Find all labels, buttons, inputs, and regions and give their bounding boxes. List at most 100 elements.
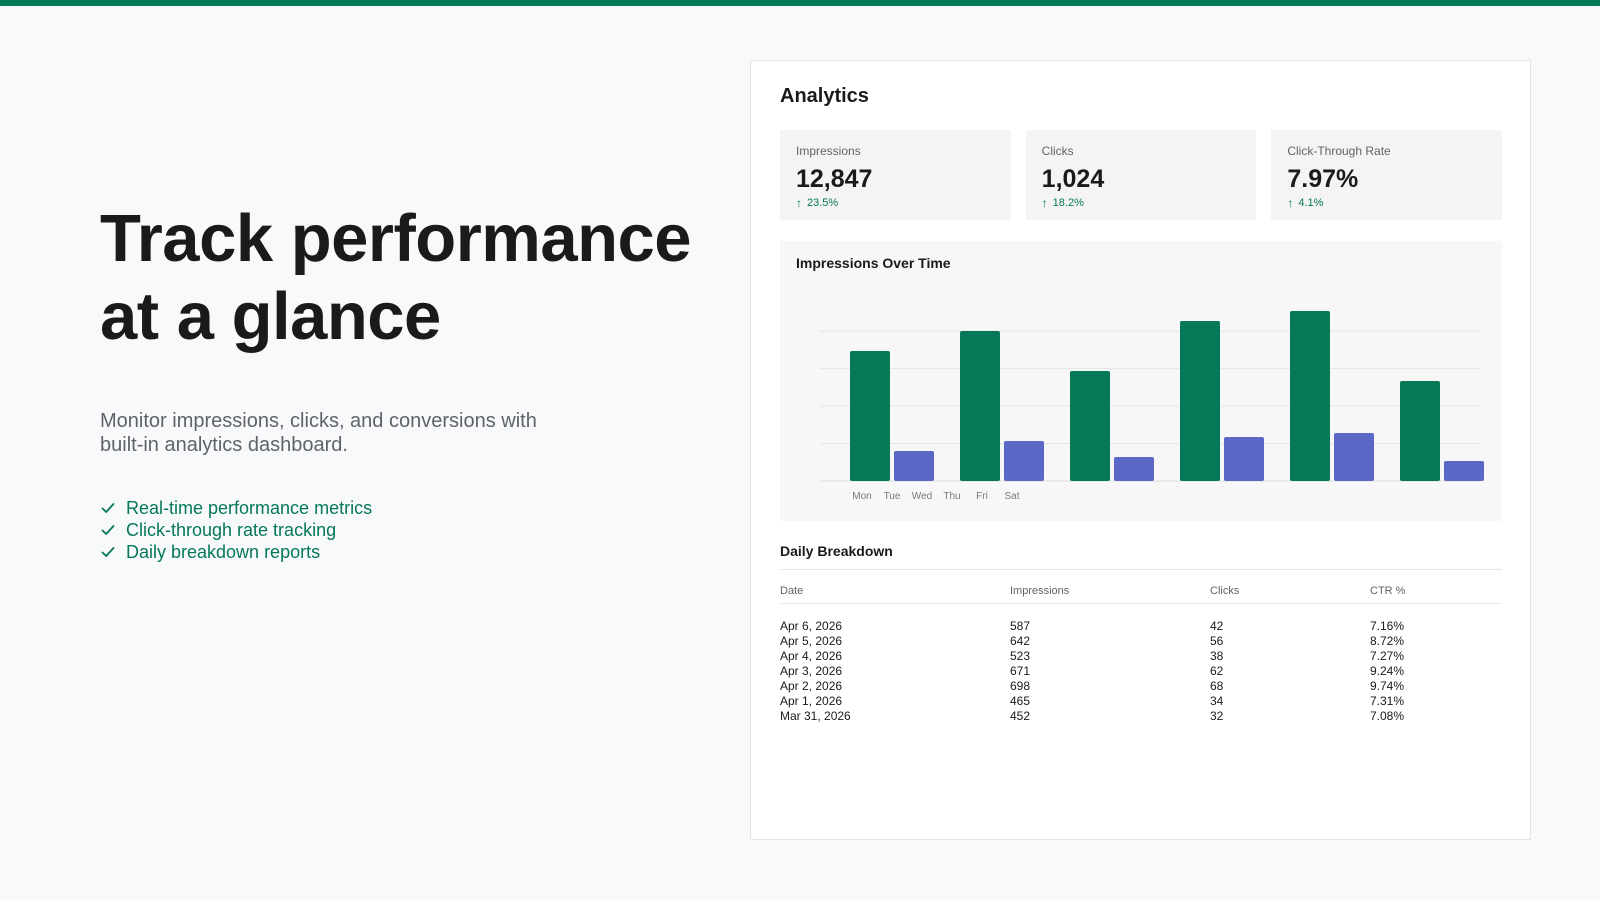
table-row: Apr 6, 2026 587 42 7.16% — [780, 618, 1502, 633]
chart-tick-label: Tue — [884, 491, 901, 502]
chart-tick-label: Fri — [976, 491, 988, 502]
impressions-chart: Mon Tue Wed Thu Fri Sat — [820, 311, 1484, 502]
chart-bar — [1004, 441, 1044, 481]
cell-impressions: 465 — [1010, 693, 1031, 708]
column-header-clicks: Clicks — [1210, 585, 1240, 597]
chart-bar — [960, 331, 1000, 481]
chart-tick-label: Mon — [852, 491, 871, 502]
arrow-up-icon: ↑ — [1041, 196, 1048, 210]
chart-bar — [1114, 457, 1154, 481]
feature-item: Daily breakdown reports — [100, 541, 720, 563]
cell-date: Mar 31, 2026 — [780, 708, 851, 723]
column-header-impressions: Impressions — [1010, 585, 1070, 597]
stat-card-clicks: Clicks 1,024 ↑ 18.2% — [1025, 130, 1257, 220]
cell-impressions: 671 — [1010, 663, 1031, 678]
stat-change-value: 18.2% — [1052, 197, 1084, 209]
stat-value: 7.97% — [1287, 165, 1359, 193]
top-accent-bar — [0, 0, 1600, 6]
cell-impressions: 587 — [1010, 618, 1031, 633]
cell-ctr: 7.08% — [1370, 708, 1405, 723]
table-row: Apr 5, 2026 642 56 8.72% — [780, 633, 1502, 648]
check-icon — [101, 503, 115, 513]
table-row: Apr 4, 2026 523 38 7.27% — [780, 648, 1502, 663]
stat-value: 1,024 — [1041, 165, 1105, 193]
column-header-date: Date — [780, 585, 804, 597]
check-icon — [101, 525, 115, 535]
chart-bar — [1224, 437, 1264, 481]
cell-date: Apr 3, 2026 — [780, 663, 843, 678]
column-header-ctr: CTR % — [1370, 585, 1406, 597]
breakdown-title: Daily Breakdown — [780, 543, 893, 559]
hero-section: Track performance at a glance Monitor im… — [100, 200, 720, 563]
chart-tick-label: Thu — [943, 491, 960, 502]
table-row: Apr 3, 2026 671 62 9.24% — [780, 663, 1502, 678]
table-body: Apr 6, 2026 587 42 7.16% Apr 5, 2026 642… — [780, 618, 1502, 723]
hero-title-line-2: at a glance — [100, 279, 441, 354]
feature-item: Click-through rate tracking — [100, 519, 720, 541]
cell-date: Apr 1, 2026 — [780, 693, 843, 708]
table-row: Apr 2, 2026 698 68 9.74% — [780, 678, 1502, 693]
hero-subtitle: Monitor impressions, clicks, and convers… — [100, 410, 537, 456]
stat-change-value: 23.5% — [807, 197, 839, 209]
stat-change: ↑ 4.1% — [1287, 196, 1486, 210]
chart-bar — [1290, 311, 1330, 481]
stat-cards: Impressions 12,847 ↑ 23.5% Clicks 1,024 … — [780, 130, 1503, 220]
chart-bar — [1334, 433, 1374, 481]
chart-tick-label: Wed — [912, 491, 932, 502]
chart-title: Impressions Over Time — [796, 255, 951, 271]
cell-ctr: 8.72% — [1370, 633, 1405, 648]
feature-list: Real-time performance metrics Click-thro… — [100, 497, 720, 563]
cell-ctr: 7.16% — [1370, 618, 1405, 633]
table-header: Date Impressions Clicks CTR % — [780, 581, 1502, 601]
hero-title-line-1: Track performance — [100, 201, 692, 276]
chart-bar — [850, 351, 890, 481]
check-icon — [101, 547, 115, 557]
chart-bar — [1180, 321, 1220, 481]
chart-bar — [894, 451, 934, 481]
feature-label: Click-through rate tracking — [126, 519, 337, 540]
cell-clicks: 56 — [1210, 633, 1224, 648]
cell-date: Apr 5, 2026 — [780, 633, 843, 648]
cell-date: Apr 2, 2026 — [780, 678, 843, 693]
cell-ctr: 7.27% — [1370, 648, 1405, 663]
cell-clicks: 34 — [1210, 693, 1224, 708]
chart-bar — [1444, 461, 1484, 481]
stat-card-ctr: Click-Through Rate 7.97% ↑ 4.1% — [1271, 130, 1503, 220]
cell-ctr: 9.24% — [1370, 663, 1405, 678]
cell-clicks: 32 — [1210, 708, 1224, 723]
stat-card-impressions: Impressions 12,847 ↑ 23.5% — [780, 130, 1011, 220]
stat-change: ↑ 23.5% — [796, 196, 995, 210]
stat-change: ↑ 18.2% — [1042, 196, 1241, 210]
chart-bar — [1400, 381, 1440, 481]
chart-bar — [1070, 371, 1110, 481]
cell-clicks: 62 — [1210, 663, 1224, 678]
cell-date: Apr 4, 2026 — [780, 648, 843, 663]
cell-ctr: 7.31% — [1370, 693, 1405, 708]
arrow-up-icon: ↑ — [1287, 196, 1294, 210]
cell-ctr: 9.74% — [1370, 678, 1405, 693]
cell-impressions: 642 — [1010, 633, 1031, 648]
stat-label: Click-Through Rate — [1287, 144, 1391, 158]
feature-label: Real-time performance metrics — [126, 497, 373, 518]
arrow-up-icon: ↑ — [796, 196, 802, 210]
cell-clicks: 38 — [1210, 648, 1224, 663]
stat-label: Clicks — [1041, 144, 1074, 158]
cell-date: Apr 6, 2026 — [780, 618, 843, 633]
chart-tick-label: Sat — [1004, 491, 1019, 502]
feature-label: Daily breakdown reports — [126, 541, 321, 562]
cell-impressions: 523 — [1010, 648, 1031, 663]
cell-clicks: 42 — [1210, 618, 1224, 633]
daily-breakdown-table: Date Impressions Clicks CTR % Apr 6, 202… — [780, 581, 1502, 723]
stat-label: Impressions — [796, 144, 861, 158]
impressions-chart-card: Mon Tue Wed Thu Fri Sat Impressions Over Time — [780, 241, 1502, 521]
hero-title: Track performance at a glance — [100, 200, 720, 356]
panel-title: Analytics — [780, 85, 869, 107]
analytics-panel: Analytics Impressions 12,847 ↑ 23.5% Cli… — [750, 60, 1531, 840]
divider — [780, 603, 1502, 604]
table-row: Apr 1, 2026 465 34 7.31% — [780, 693, 1502, 708]
stat-value: 12,847 — [796, 165, 873, 193]
feature-item: Real-time performance metrics — [100, 497, 720, 519]
table-row: Mar 31, 2026 452 32 7.08% — [780, 708, 1502, 723]
divider — [780, 569, 1502, 570]
cell-impressions: 698 — [1010, 678, 1031, 693]
